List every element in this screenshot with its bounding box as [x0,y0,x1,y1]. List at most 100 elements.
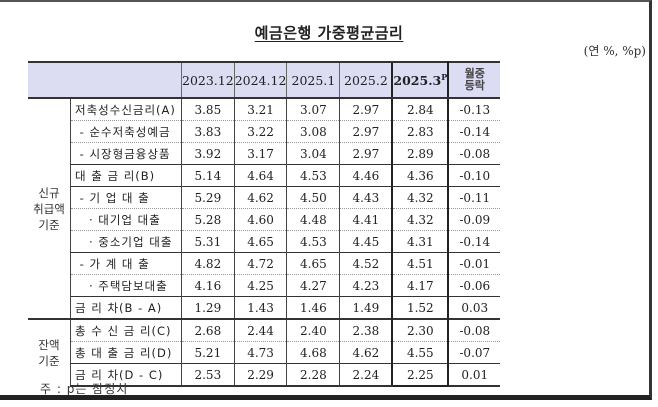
col-header-2025-3: 2025.3P [391,61,450,99]
cell: 2.38 [339,318,393,342]
row-label: · 대기업 대출 [70,208,182,231]
cell: 2.89 [391,142,450,165]
cell: 4.17 [391,274,450,297]
cell: 4.53 [286,230,340,253]
cell: 4.73 [233,341,287,364]
header-row: 2023.12 2024.12 2025.1 2025.2 2025.3P 월중… [28,61,501,99]
table-row: · 주택담보대출 4.16 4.25 4.27 4.23 4.17 -0.06 [28,274,501,297]
page-title: 예금은행 가중평균금리 [254,24,404,42]
cell: 4.55 [391,341,450,364]
cell: 2.84 [391,97,450,121]
cell: 1.49 [339,296,393,319]
cell: 2.29 [233,363,287,387]
cell: 4.62 [233,186,287,209]
row-label: · 주택담보대출 [70,274,182,297]
cell: 4.62 [339,341,393,364]
cell: 5.31 [181,230,235,253]
cell: 4.48 [286,208,340,231]
cell: 4.27 [286,274,340,297]
table-row: - 시장형금융상품 3.92 3.17 3.04 2.97 2.89 -0.08 [28,142,501,165]
cell: 2.83 [391,120,450,143]
col-header-monthly-change: 월중 등락 [447,61,501,99]
row-label: 금 리 차(B - A) [70,296,182,319]
cell: 2.28 [286,363,340,387]
cell: 0.03 [447,296,501,319]
row-label: - 가 계 대 출 [70,252,182,275]
cell: 4.82 [181,252,235,275]
row-label: 총 대 출 금 리(D) [70,341,182,364]
cell: 4.64 [233,164,287,187]
cell: 4.46 [339,164,393,187]
cell: 4.52 [339,252,393,275]
cell: 4.65 [286,252,340,275]
cell: 1.29 [181,296,235,319]
cell: 3.22 [233,120,287,143]
cell: 2.44 [233,318,287,342]
cell: -0.10 [447,164,501,187]
cell: 5.14 [181,164,235,187]
cell: -0.06 [447,274,501,297]
row-label: 금 리 차(D - C) [70,363,182,387]
cell: 2.24 [339,363,393,387]
cell: 4.45 [339,230,393,253]
cell: -0.08 [447,142,501,165]
cell: 4.72 [233,252,287,275]
cell: 4.65 [233,230,287,253]
cell: 5.28 [181,208,235,231]
col-header-2025-1: 2025.1 [286,61,340,99]
cell: -0.08 [447,318,501,342]
cell: 0.01 [447,363,501,387]
cell: -0.07 [447,341,501,364]
cell: 3.92 [181,142,235,165]
table-row: 신규 취급액 기준 저축성수신금리(A) 3.85 3.21 3.07 2.97 2… [28,97,501,232]
cell: 2.97 [339,120,393,143]
cell: 4.60 [233,208,287,231]
cell: 4.31 [391,230,450,253]
cell: 3.21 [233,97,287,121]
cell: -0.11 [447,186,501,209]
cell: 3.83 [181,120,235,143]
table-row: · 중소기업 대출 5.31 4.65 4.53 4.45 4.31 -0.14 [28,230,501,253]
cell: 4.36 [391,164,450,187]
row-label: - 시장형금융상품 [70,142,182,165]
table-row: - 가 계 대 출 4.82 4.72 4.65 4.52 4.51 -0.01 [28,252,501,275]
cell: 2.97 [339,142,393,165]
table-row: · 대기업 대출 5.28 4.60 4.48 4.41 4.32 -0.09 [28,208,501,231]
row-label: - 기 업 대 출 [70,186,182,209]
group-outstanding: 잔액 기준 [28,318,71,386]
cell: 1.46 [286,296,340,319]
row-label: 대 출 금 리(B) [70,164,182,187]
cell: 2.40 [286,318,340,342]
cell: 4.50 [286,186,340,209]
cell: 3.08 [286,120,340,143]
cell: 2.25 [391,363,450,387]
cell: 1.52 [391,296,450,319]
table-row: 총 대 출 금 리(D) 5.21 4.73 4.68 4.62 4.55 -0… [28,341,501,364]
cell: 5.21 [181,341,235,364]
group-new-business: 신규 취급액 기준 [33,185,65,232]
cell: 3.07 [286,97,340,121]
unit-label: (연 %, %p) [583,44,646,58]
cell: 4.32 [391,208,450,231]
cell: 4.43 [339,186,393,209]
table-row: 잔액 기준 총 수 신 금 리(C) 2.68 2.44 2.40 2.38 2.… [28,318,501,386]
row-label: - 순수저축성예금 [70,120,182,143]
col-header-2024-12: 2024.12 [233,61,287,99]
cell: 4.25 [233,274,287,297]
footnote: 주 : p는 잠정치 [40,382,129,396]
row-label: 총 수 신 금 리(C) [70,318,182,342]
cell: 5.29 [181,186,235,209]
col-header-2025-2: 2025.2 [339,61,393,99]
cell: 4.16 [181,274,235,297]
cell: 4.41 [339,208,393,231]
cell: 4.23 [339,274,393,297]
image-frame [0,0,652,400]
table-row: 금 리 차(D - C) 2.53 2.29 2.28 2.24 2.25 0.… [28,363,501,387]
cell: -0.01 [447,252,501,275]
table-row: - 순수저축성예금 3.83 3.22 3.08 2.97 2.83 -0.14 [28,120,501,143]
table-row: - 기 업 대 출 5.29 4.62 4.50 4.43 4.32 -0.11 [28,186,501,209]
table-row: 대 출 금 리(B) 5.14 4.64 4.53 4.46 4.36 -0.1… [28,164,501,187]
cell: 4.68 [286,341,340,364]
cell: 1.43 [233,296,287,319]
interest-rate-table: 2023.12 2024.12 2025.1 2025.2 2025.3P 월중… [28,61,501,387]
